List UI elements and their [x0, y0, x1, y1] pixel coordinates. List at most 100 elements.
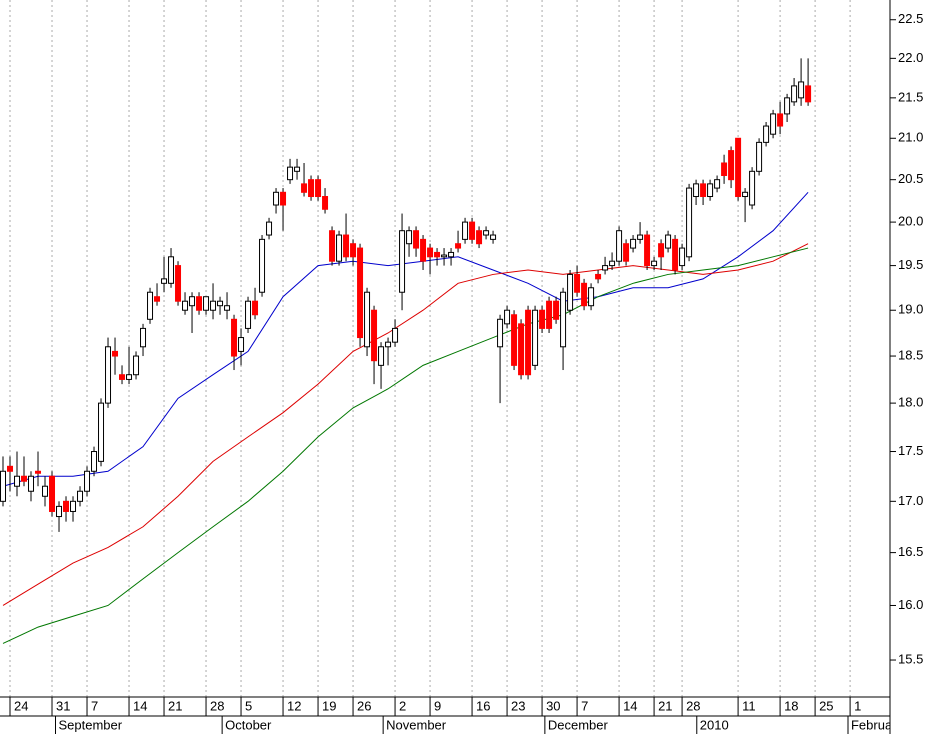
candle-body	[476, 230, 483, 245]
x-tick-label: 7	[91, 698, 98, 713]
x-tick-label: 21	[658, 698, 672, 713]
candle-body	[343, 234, 350, 258]
candle-body	[287, 166, 294, 181]
candle-body	[602, 265, 609, 271]
candle-body	[560, 291, 567, 348]
candle-body	[147, 291, 154, 320]
candle-body	[588, 287, 595, 307]
candle-body	[350, 243, 357, 258]
x-tick-label: 31	[56, 698, 70, 713]
candle-body	[679, 247, 686, 267]
candle-body	[567, 273, 574, 311]
candle-body	[371, 309, 378, 362]
candle-body	[651, 260, 658, 267]
candle-body	[784, 97, 791, 115]
candle-body	[385, 341, 392, 348]
candle-body	[434, 251, 441, 258]
candle-body	[406, 230, 413, 245]
candle-body	[175, 265, 182, 302]
candle-body	[259, 238, 266, 293]
y-tick-label: 17.0	[898, 493, 923, 508]
candle-body	[574, 273, 581, 293]
x-tick-label: 14	[133, 698, 147, 713]
moving-average-line	[2, 247, 809, 644]
month-label: September	[59, 717, 123, 732]
x-tick-label: 16	[476, 698, 490, 713]
candle-body	[749, 170, 756, 206]
candle-body	[581, 282, 588, 307]
x-tick-label: 2	[399, 698, 406, 713]
candle-body	[196, 296, 203, 311]
candle-body	[637, 234, 644, 240]
candle-body	[119, 374, 126, 380]
candle-body	[497, 318, 504, 348]
candle-body	[91, 451, 98, 472]
candle-body	[28, 475, 35, 492]
candle-body	[21, 475, 28, 482]
candle-body	[700, 183, 707, 198]
candle-body	[595, 273, 602, 280]
candle-body	[70, 500, 77, 512]
candle-body	[266, 221, 273, 236]
candle-body	[378, 346, 385, 366]
x-tick-label: 19	[322, 698, 336, 713]
candle-body	[280, 191, 287, 206]
x-tick-label: 5	[245, 698, 252, 713]
month-label: December	[548, 717, 609, 732]
moving-average-line	[2, 191, 809, 487]
candle-body	[623, 243, 630, 262]
candle-body	[161, 278, 168, 284]
candle-body	[777, 113, 784, 127]
candle-body	[63, 500, 70, 512]
candle-body	[252, 300, 259, 316]
candle-body	[609, 260, 616, 267]
y-tick-label: 16.0	[898, 597, 923, 612]
candle-body	[329, 230, 336, 262]
candle-body	[644, 234, 651, 267]
x-tick-label: 12	[287, 698, 301, 713]
candle-body	[322, 196, 329, 210]
candle-body	[301, 183, 308, 193]
month-label: November	[386, 717, 447, 732]
candle-body	[658, 243, 665, 258]
candle-body	[665, 234, 672, 249]
candle-body	[735, 137, 742, 198]
month-label: October	[225, 717, 272, 732]
candle-body	[791, 85, 798, 103]
candle-body	[518, 323, 525, 376]
candle-body	[231, 318, 238, 357]
y-tick-label: 19.0	[898, 302, 923, 317]
x-tick-label: 28	[210, 698, 224, 713]
y-tick-label: 18.0	[898, 395, 923, 410]
candle-body	[728, 150, 735, 181]
candle-body	[721, 162, 728, 176]
candle-body	[140, 327, 147, 348]
candle-body	[154, 296, 161, 302]
candle-body	[707, 183, 714, 198]
candle-body	[0, 470, 7, 502]
candle-body	[56, 505, 63, 518]
candle-body	[616, 230, 623, 262]
moving-average-line	[2, 243, 809, 606]
month-label: 2010	[700, 717, 729, 732]
y-tick-label: 22.5	[898, 11, 923, 26]
candle-body	[105, 346, 112, 404]
x-tick-label: 28	[686, 698, 700, 713]
y-tick-label: 22.0	[898, 50, 923, 65]
candle-body	[182, 300, 189, 311]
x-tick-label: 1	[854, 698, 861, 713]
y-tick-label: 17.5	[898, 443, 923, 458]
y-tick-label: 18.5	[898, 347, 923, 362]
candle-body	[245, 300, 252, 329]
x-tick-label: 7	[581, 698, 588, 713]
candle-body	[714, 179, 721, 189]
candle-body	[546, 300, 553, 329]
candle-body	[224, 305, 231, 311]
candle-body	[273, 191, 280, 206]
y-tick-label: 19.5	[898, 257, 923, 272]
candle-body	[49, 475, 56, 512]
y-tick-label: 20.5	[898, 171, 923, 186]
candle-body	[630, 238, 637, 249]
y-tick-label: 15.5	[898, 651, 923, 666]
